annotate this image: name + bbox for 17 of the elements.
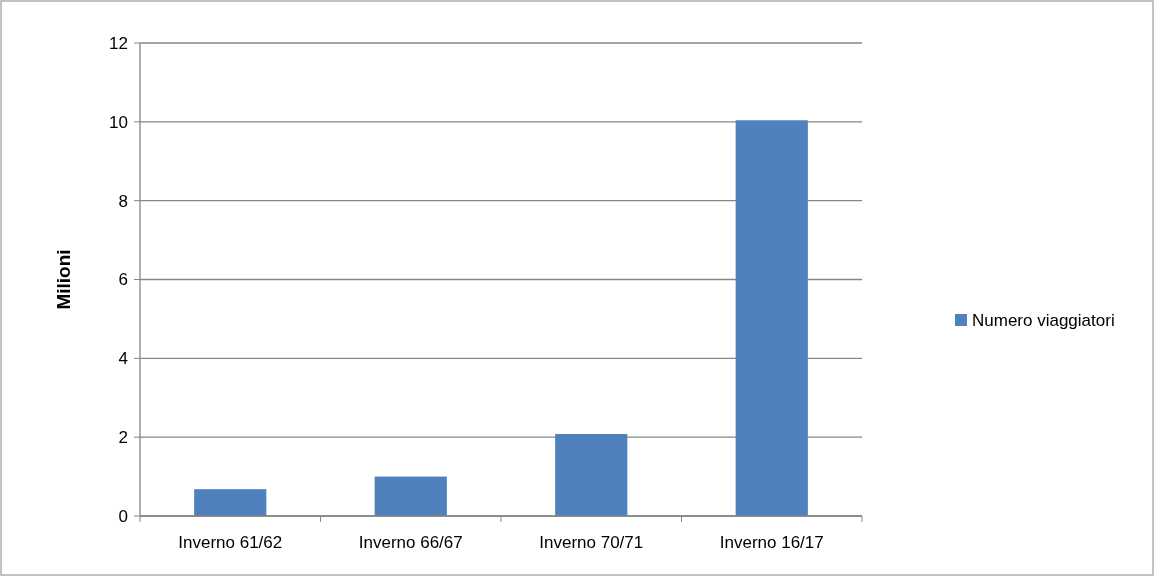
y-tick-label: 6: [118, 270, 128, 290]
bar: [555, 434, 628, 516]
bar: [374, 476, 447, 516]
y-axis-title: Milioni: [53, 249, 74, 310]
y-tick-label: 8: [118, 191, 128, 211]
x-tick-label: Inverno 16/17: [719, 533, 824, 552]
y-tick-label: 4: [118, 349, 128, 369]
y-tick-label: 12: [109, 33, 128, 53]
legend-label: Numero viaggiatori: [972, 310, 1115, 330]
x-tick-label: Inverno 66/67: [358, 533, 463, 552]
y-tick-label: 0: [118, 506, 128, 526]
y-tick-label: 2: [118, 428, 128, 448]
x-tick-label: Inverno 61/62: [178, 533, 283, 552]
bar: [194, 489, 267, 516]
x-tick-label: Inverno 70/71: [539, 533, 644, 552]
bar: [735, 120, 808, 516]
y-tick-label: 10: [109, 112, 128, 132]
